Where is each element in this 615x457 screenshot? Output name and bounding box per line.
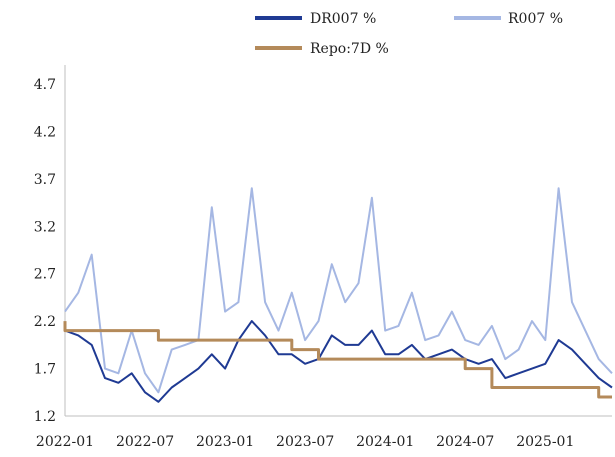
y-tick-label-3: 2.7 [34, 267, 56, 283]
x-tick-labels: 2022-01 2022-07 2023-01 2023-07 2024-01 2024-… [36, 434, 574, 450]
x-tick-label-1: 2022-07 [116, 434, 174, 450]
x-tick-label-5: 2024-07 [436, 434, 494, 450]
x-tick-label-0: 2022-01 [36, 434, 94, 450]
x-tick-label-2: 2023-01 [196, 434, 254, 450]
y-tick-label-4: 3.2 [34, 219, 56, 235]
series-line-dr007 [64, 320, 613, 403]
y-tick-label-0: 1.2 [34, 409, 56, 425]
y-tick-label-5: 3.7 [34, 172, 56, 188]
x-tick-label-3: 2023-07 [276, 434, 334, 450]
y-tick-label-6: 4.2 [34, 124, 56, 140]
x-tick-label-4: 2024-01 [356, 434, 414, 450]
series-layer [63, 187, 613, 403]
legend-label-dr007: DR007 % [310, 11, 376, 27]
series-line-r007 [64, 187, 613, 394]
x-tick-label-6: 2025-01 [516, 434, 574, 450]
y-tick-label-1: 1.7 [34, 362, 56, 378]
y-tick-label-7: 4.7 [34, 77, 56, 93]
legend: DR007 % R007 % Repo:7D % [255, 11, 563, 57]
y-tick-labels: 1.2 1.7 2.2 2.7 3.2 3.7 4.2 4.7 [34, 77, 56, 425]
legend-label-repo-7d: Repo:7D % [310, 41, 389, 57]
y-tick-label-2: 2.2 [34, 314, 56, 330]
legend-label-r007: R007 % [508, 11, 563, 27]
series-line-repo-7d [63, 321, 612, 399]
